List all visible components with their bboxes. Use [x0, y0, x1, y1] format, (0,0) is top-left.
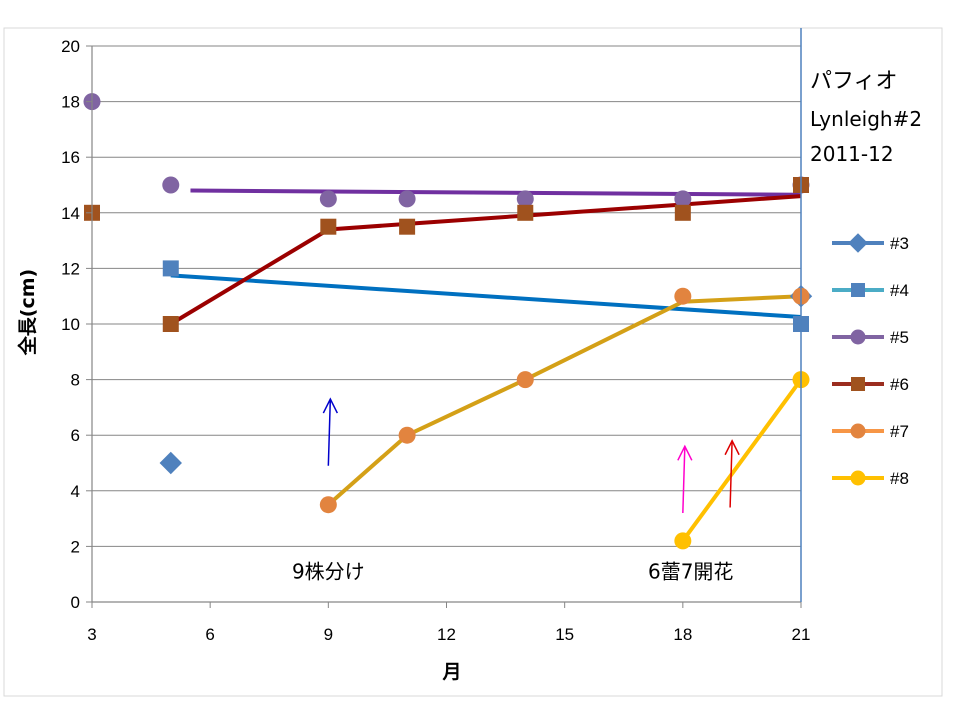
legend: #3 #4 #5 #6 #7 #8 — [832, 233, 909, 488]
legend-item-series-6: #6 — [832, 375, 909, 394]
y-tick-label-10: 10 — [61, 315, 80, 334]
y-tick-label-8: 8 — [71, 371, 80, 390]
series-5-point-3 — [398, 190, 416, 208]
annotation-arrow-2 — [724, 439, 740, 508]
series-3-point-0 — [159, 451, 182, 475]
series-4-trend-line — [170, 273, 802, 320]
x-tick-label-9: 9 — [324, 625, 333, 644]
series-6-point-2 — [320, 218, 337, 235]
y-tick-label-20: 20 — [61, 37, 80, 56]
legend-swatch-marker-series-7 — [850, 423, 866, 439]
legend-swatch-marker-series-5 — [850, 329, 866, 345]
series-6-point-1 — [162, 316, 179, 332]
axes — [86, 28, 802, 608]
series-4-point-0 — [162, 260, 179, 277]
chart-subtitle-line-2: 2011-12 — [810, 142, 894, 166]
legend-label-series-4: #4 — [890, 281, 909, 300]
annotation-arrow-1 — [677, 444, 693, 514]
annotation-arrow-1-head — [677, 444, 693, 461]
y-tick-label-14: 14 — [61, 204, 80, 223]
y-tick-label-16: 16 — [61, 148, 80, 167]
chart-subtitle-line-1: Lynleigh#2 — [810, 107, 922, 131]
y-tick-label-6: 6 — [71, 426, 80, 445]
y-tick-label-12: 12 — [61, 259, 80, 278]
legend-item-series-3: #3 — [832, 233, 909, 253]
legend-label-series-3: #3 — [890, 234, 909, 253]
annotation-arrow-2-shaft — [729, 440, 733, 508]
series-6-point-4 — [517, 204, 534, 221]
annotation-text-1: 6蕾7開花 — [648, 559, 733, 583]
series-5-point-1 — [162, 176, 180, 194]
series-6-point-3 — [399, 218, 416, 235]
legend-swatch-marker-series-6 — [851, 377, 865, 391]
series-5-trend-line — [190, 188, 802, 197]
y-axis-title: 全長(cm) — [16, 269, 39, 356]
x-axis-title: 月 — [441, 661, 461, 683]
series-7-point-3 — [674, 287, 692, 305]
series-5-point-4 — [516, 190, 534, 208]
series-8-point-0 — [674, 532, 692, 550]
x-tick-label-21: 21 — [792, 625, 811, 644]
annotation-arrow-1-shaft — [682, 446, 686, 514]
y-tick-label-4: 4 — [71, 482, 80, 501]
y-tick-label-0: 0 — [71, 593, 80, 612]
chart-title: パフィオ — [810, 69, 898, 94]
series-6-fit-line — [169, 194, 802, 326]
chart-frame — [3, 27, 943, 697]
series-7-point-2 — [516, 371, 534, 389]
x-tick-label-6: 6 — [205, 625, 214, 644]
legend-item-series-7: #7 — [832, 422, 909, 441]
x-tick-label-18: 18 — [673, 625, 692, 644]
tick-labels: 0 2 4 6 8 10 12 14 16 18 20 3 6 9 12 15 18 21 — [61, 37, 810, 644]
series-7-point-0 — [319, 496, 337, 514]
legend-item-series-5: #5 — [832, 328, 909, 347]
y-tick-label-2: 2 — [71, 537, 80, 556]
x-tick-label-15: 15 — [555, 625, 574, 644]
annotations: 9株分け 6蕾7開花 — [292, 559, 733, 583]
series-8-line — [681, 378, 803, 543]
annotation-text-0: 9株分け — [292, 559, 365, 583]
legend-swatch-marker-series-4 — [851, 283, 865, 297]
series-5-point-2 — [319, 190, 337, 208]
legend-label-series-5: #5 — [890, 328, 909, 347]
series-5-point-5 — [674, 190, 692, 208]
series-7-point-1 — [398, 426, 416, 444]
annotation-arrow-0-head — [322, 397, 339, 414]
y-tick-label-18: 18 — [61, 93, 80, 112]
legend-label-series-6: #6 — [890, 375, 909, 394]
series-6-point-5 — [674, 204, 691, 221]
legend-item-series-8: #8 — [832, 469, 909, 488]
legend-swatch-marker-series-3 — [848, 233, 868, 253]
legend-label-series-8: #8 — [890, 469, 909, 488]
legend-swatch-marker-series-8 — [850, 470, 866, 486]
x-tick-label-12: 12 — [437, 625, 456, 644]
x-tick-label-3: 3 — [87, 625, 96, 644]
annotation-arrow-0-shaft — [327, 399, 332, 466]
annotation-arrow-2-head — [724, 439, 740, 456]
legend-item-series-4: #4 — [832, 281, 909, 300]
legend-label-series-7: #7 — [890, 422, 909, 441]
annotation-arrow-0 — [322, 397, 339, 466]
annotation-arrows — [322, 397, 740, 514]
